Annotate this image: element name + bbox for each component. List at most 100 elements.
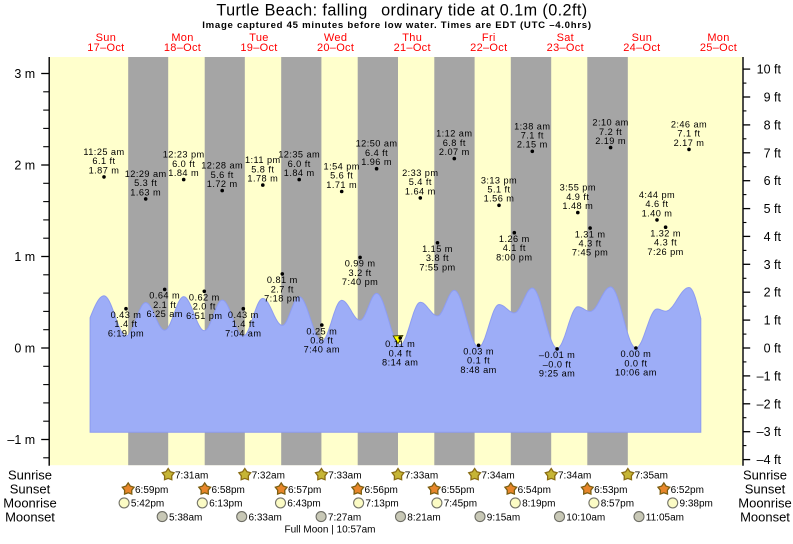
svg-text:Image captured 45 minutes befo: Image captured 45 minutes before low wat… — [202, 20, 592, 31]
svg-text:25–Oct: 25–Oct — [700, 42, 737, 54]
svg-text:5.6 ft: 5.6 ft — [330, 171, 353, 181]
svg-text:1.96 m: 1.96 m — [361, 157, 392, 167]
svg-text:4.1 ft: 4.1 ft — [503, 243, 526, 253]
svg-text:2:46 am: 2:46 am — [671, 119, 707, 129]
svg-text:1.32 m: 1.32 m — [650, 228, 681, 238]
svg-text:1:12 am: 1:12 am — [436, 129, 472, 139]
svg-text:Sunrise: Sunrise — [743, 468, 787, 483]
svg-text:–4 ft: –4 ft — [757, 453, 782, 467]
svg-text:8 ft: 8 ft — [764, 118, 782, 132]
svg-text:5.3 ft: 5.3 ft — [134, 178, 157, 188]
svg-text:2.7 ft: 2.7 ft — [271, 284, 294, 294]
svg-text:22–Oct: 22–Oct — [470, 42, 507, 54]
svg-text:7:31am: 7:31am — [175, 470, 208, 481]
svg-text:1 m: 1 m — [14, 250, 35, 264]
svg-text:Full Moon | 10:57am: Full Moon | 10:57am — [285, 525, 376, 536]
svg-text:–3 ft: –3 ft — [757, 425, 782, 439]
svg-text:0.64 m: 0.64 m — [149, 291, 180, 301]
svg-text:1.40 m: 1.40 m — [642, 208, 673, 218]
svg-text:1.84 m: 1.84 m — [284, 168, 315, 178]
svg-text:6.1 ft: 6.1 ft — [92, 156, 115, 166]
svg-text:0.43 m: 0.43 m — [111, 310, 142, 320]
svg-text:7.1 ft: 7.1 ft — [521, 131, 544, 141]
svg-text:1.31 m: 1.31 m — [575, 229, 606, 239]
svg-text:6:54pm: 6:54pm — [518, 485, 551, 496]
svg-text:10 ft: 10 ft — [757, 63, 782, 77]
svg-text:7:40 am: 7:40 am — [304, 345, 340, 355]
svg-text:7:34am: 7:34am — [558, 470, 591, 481]
svg-text:9:15am: 9:15am — [487, 513, 520, 524]
svg-text:4 ft: 4 ft — [764, 230, 782, 244]
svg-text:5.1 ft: 5.1 ft — [487, 185, 510, 195]
svg-text:5.4 ft: 5.4 ft — [409, 177, 432, 187]
svg-text:6:55pm: 6:55pm — [441, 485, 474, 496]
svg-text:0.43 m: 0.43 m — [228, 310, 259, 320]
svg-text:2:33 pm: 2:33 pm — [402, 168, 438, 178]
svg-text:12:23 pm: 12:23 pm — [163, 150, 205, 160]
svg-text:9:25 am: 9:25 am — [539, 369, 575, 379]
svg-text:6:13pm: 6:13pm — [209, 499, 242, 510]
svg-text:6.8 ft: 6.8 ft — [443, 138, 466, 148]
svg-text:2.07 m: 2.07 m — [439, 147, 470, 157]
svg-text:6.0 ft: 6.0 ft — [172, 159, 195, 169]
svg-text:8:14 am: 8:14 am — [382, 358, 418, 368]
svg-text:1:11 pm: 1:11 pm — [245, 155, 281, 165]
svg-text:23–Oct: 23–Oct — [547, 42, 584, 54]
svg-text:8:57pm: 8:57pm — [601, 499, 634, 510]
svg-text:7:33am: 7:33am — [405, 470, 438, 481]
svg-text:6:33am: 6:33am — [249, 513, 282, 524]
svg-text:12:28 am: 12:28 am — [201, 161, 243, 171]
svg-text:–1 m: –1 m — [7, 433, 35, 447]
svg-text:1.71 m: 1.71 m — [326, 180, 357, 190]
svg-text:7:04 am: 7:04 am — [225, 328, 261, 338]
svg-text:1:38 am: 1:38 am — [514, 121, 550, 131]
svg-text:6:58pm: 6:58pm — [212, 485, 245, 496]
svg-text:2.0 ft: 2.0 ft — [193, 302, 216, 312]
svg-text:Fri: Fri — [482, 32, 496, 44]
svg-text:5.6 ft: 5.6 ft — [211, 170, 234, 180]
svg-text:7:34am: 7:34am — [481, 470, 514, 481]
svg-text:7:18 pm: 7:18 pm — [264, 294, 300, 304]
svg-text:8:19pm: 8:19pm — [522, 499, 555, 510]
svg-text:Moonrise: Moonrise — [3, 496, 56, 511]
svg-text:7.1 ft: 7.1 ft — [677, 129, 700, 139]
svg-text:–2 ft: –2 ft — [757, 397, 782, 411]
svg-text:1 ft: 1 ft — [764, 314, 782, 328]
svg-text:2 ft: 2 ft — [764, 286, 782, 300]
svg-text:0.0 ft: 0.0 ft — [624, 358, 647, 368]
svg-text:5.8 ft: 5.8 ft — [251, 164, 274, 174]
svg-text:7:13pm: 7:13pm — [365, 499, 398, 510]
svg-text:7:40 pm: 7:40 pm — [342, 277, 378, 287]
svg-text:6:52pm: 6:52pm — [671, 485, 704, 496]
svg-text:0 ft: 0 ft — [764, 342, 782, 356]
svg-text:5 ft: 5 ft — [764, 202, 782, 216]
svg-text:1.56 m: 1.56 m — [484, 194, 515, 204]
svg-text:7:27am: 7:27am — [328, 513, 361, 524]
svg-text:0.81 m: 0.81 m — [267, 275, 298, 285]
svg-text:0.03 m: 0.03 m — [463, 347, 494, 357]
svg-text:1.15 m: 1.15 m — [422, 244, 453, 254]
svg-text:6:59pm: 6:59pm — [135, 485, 168, 496]
svg-text:12:35 am: 12:35 am — [278, 150, 320, 160]
svg-text:8:48 am: 8:48 am — [460, 365, 496, 375]
svg-text:4.3 ft: 4.3 ft — [654, 238, 677, 248]
svg-text:Thu: Thu — [402, 32, 422, 44]
svg-text:2.17 m: 2.17 m — [674, 138, 705, 148]
svg-text:0.62 m: 0.62 m — [189, 293, 220, 303]
svg-text:7:55 pm: 7:55 pm — [419, 262, 455, 272]
svg-text:12:29 am: 12:29 am — [125, 169, 167, 179]
svg-text:3:55 pm: 3:55 pm — [560, 183, 596, 193]
svg-text:Sunset: Sunset — [745, 482, 786, 497]
svg-text:10:06 am: 10:06 am — [615, 368, 657, 378]
svg-text:1.63 m: 1.63 m — [130, 187, 161, 197]
svg-text:1.72 m: 1.72 m — [207, 179, 238, 189]
svg-text:6:53pm: 6:53pm — [594, 485, 627, 496]
svg-text:–1 ft: –1 ft — [757, 369, 782, 383]
svg-text:Mon: Mon — [707, 32, 729, 44]
svg-text:1.87 m: 1.87 m — [89, 165, 120, 175]
svg-text:7.2 ft: 7.2 ft — [599, 127, 622, 137]
svg-text:11:25 am: 11:25 am — [83, 147, 124, 157]
svg-text:–0.0 ft: –0.0 ft — [543, 359, 572, 369]
svg-text:6:51 pm: 6:51 pm — [186, 311, 222, 321]
svg-text:7:45pm: 7:45pm — [444, 499, 477, 510]
